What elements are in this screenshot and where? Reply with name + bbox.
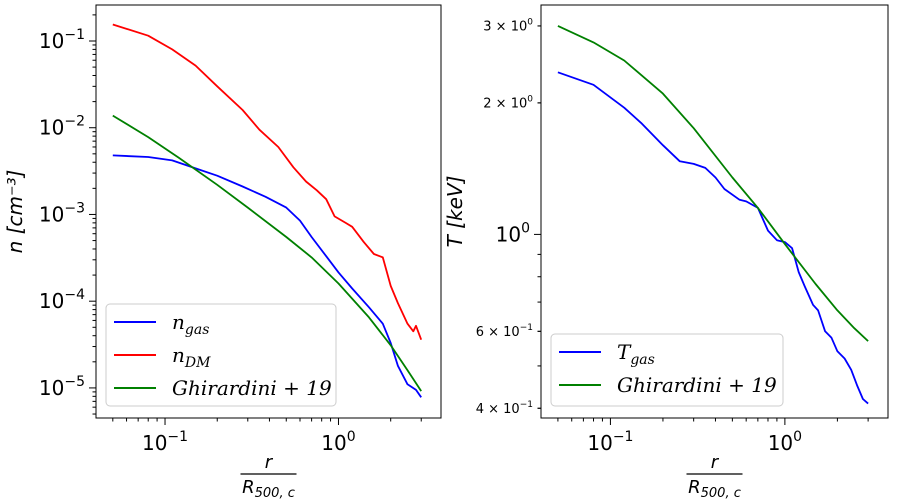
x-axis-label: r R500, c — [240, 452, 297, 500]
y-tick-label: 10−3 — [39, 200, 85, 226]
series-lines — [557, 25, 869, 405]
y-axis-label: T [keV] — [443, 176, 467, 248]
temperature-panel: 10−1 100 3 × 100 2 × 100 100 6 × 10−1 4 × 10−1… — [443, 4, 889, 500]
series-line-ghirardini-19 — [557, 25, 869, 342]
y-tick-label: 10−1 — [39, 27, 85, 53]
series-line-n-dm — [112, 23, 423, 341]
x-axis-label-denominator: R500, c — [242, 477, 295, 500]
x-tick-label: 100 — [321, 429, 355, 455]
series-line-ghirardini-19 — [112, 114, 422, 392]
y-tick-label: 3 × 100 — [483, 17, 533, 34]
legend-label-t-gas: Tgas — [617, 340, 655, 368]
x-tick-label: 10−1 — [142, 429, 188, 455]
x-axis-label: r R500, c — [686, 452, 743, 500]
x-axis-label-denominator: R500, c — [688, 477, 741, 500]
x-axis-label-numerator: r — [265, 452, 274, 473]
y-tick-label: 2 × 100 — [483, 94, 533, 111]
x-tick-label: 100 — [768, 429, 802, 455]
x-axis-label-numerator: r — [711, 452, 720, 473]
x-tick-label: 10−1 — [587, 429, 633, 455]
legend-box — [105, 303, 337, 407]
legend-label-n-dm: nDM — [172, 343, 211, 371]
series-line-n-gas — [112, 154, 422, 398]
y-tick-label: 100 — [496, 220, 530, 246]
density-panel: 10−1 100 10−1 10−2 10−3 10−4 10−5 n [cm⁻³] r R500… — [3, 4, 442, 500]
y-tick-label: 6 × 10−1 — [476, 323, 533, 340]
axes-frame — [540, 4, 889, 419]
legend: Tgas Ghirardini + 19 — [550, 333, 784, 407]
y-tick-label: 10−5 — [39, 374, 85, 400]
axes-frame — [95, 4, 442, 419]
y-axis-label: n [cm⁻³] — [3, 170, 27, 254]
y-tick-label: 4 × 10−1 — [476, 400, 533, 417]
series-line-t-gas — [557, 71, 869, 405]
legend-box — [550, 333, 784, 407]
minor-ticks — [92, 14, 422, 422]
y-tick-label: 10−4 — [39, 287, 85, 313]
series-lines — [112, 23, 423, 398]
legend: ngas nDM Ghirardini + 19 — [105, 303, 337, 407]
legend-label-n-gas: ngas — [172, 310, 209, 338]
legend-label-ghirardini-19: Ghirardini + 19 — [172, 376, 332, 400]
legend-label-ghirardini-19: Ghirardini + 19 — [617, 373, 777, 397]
y-tick-label: 10−2 — [39, 114, 85, 140]
